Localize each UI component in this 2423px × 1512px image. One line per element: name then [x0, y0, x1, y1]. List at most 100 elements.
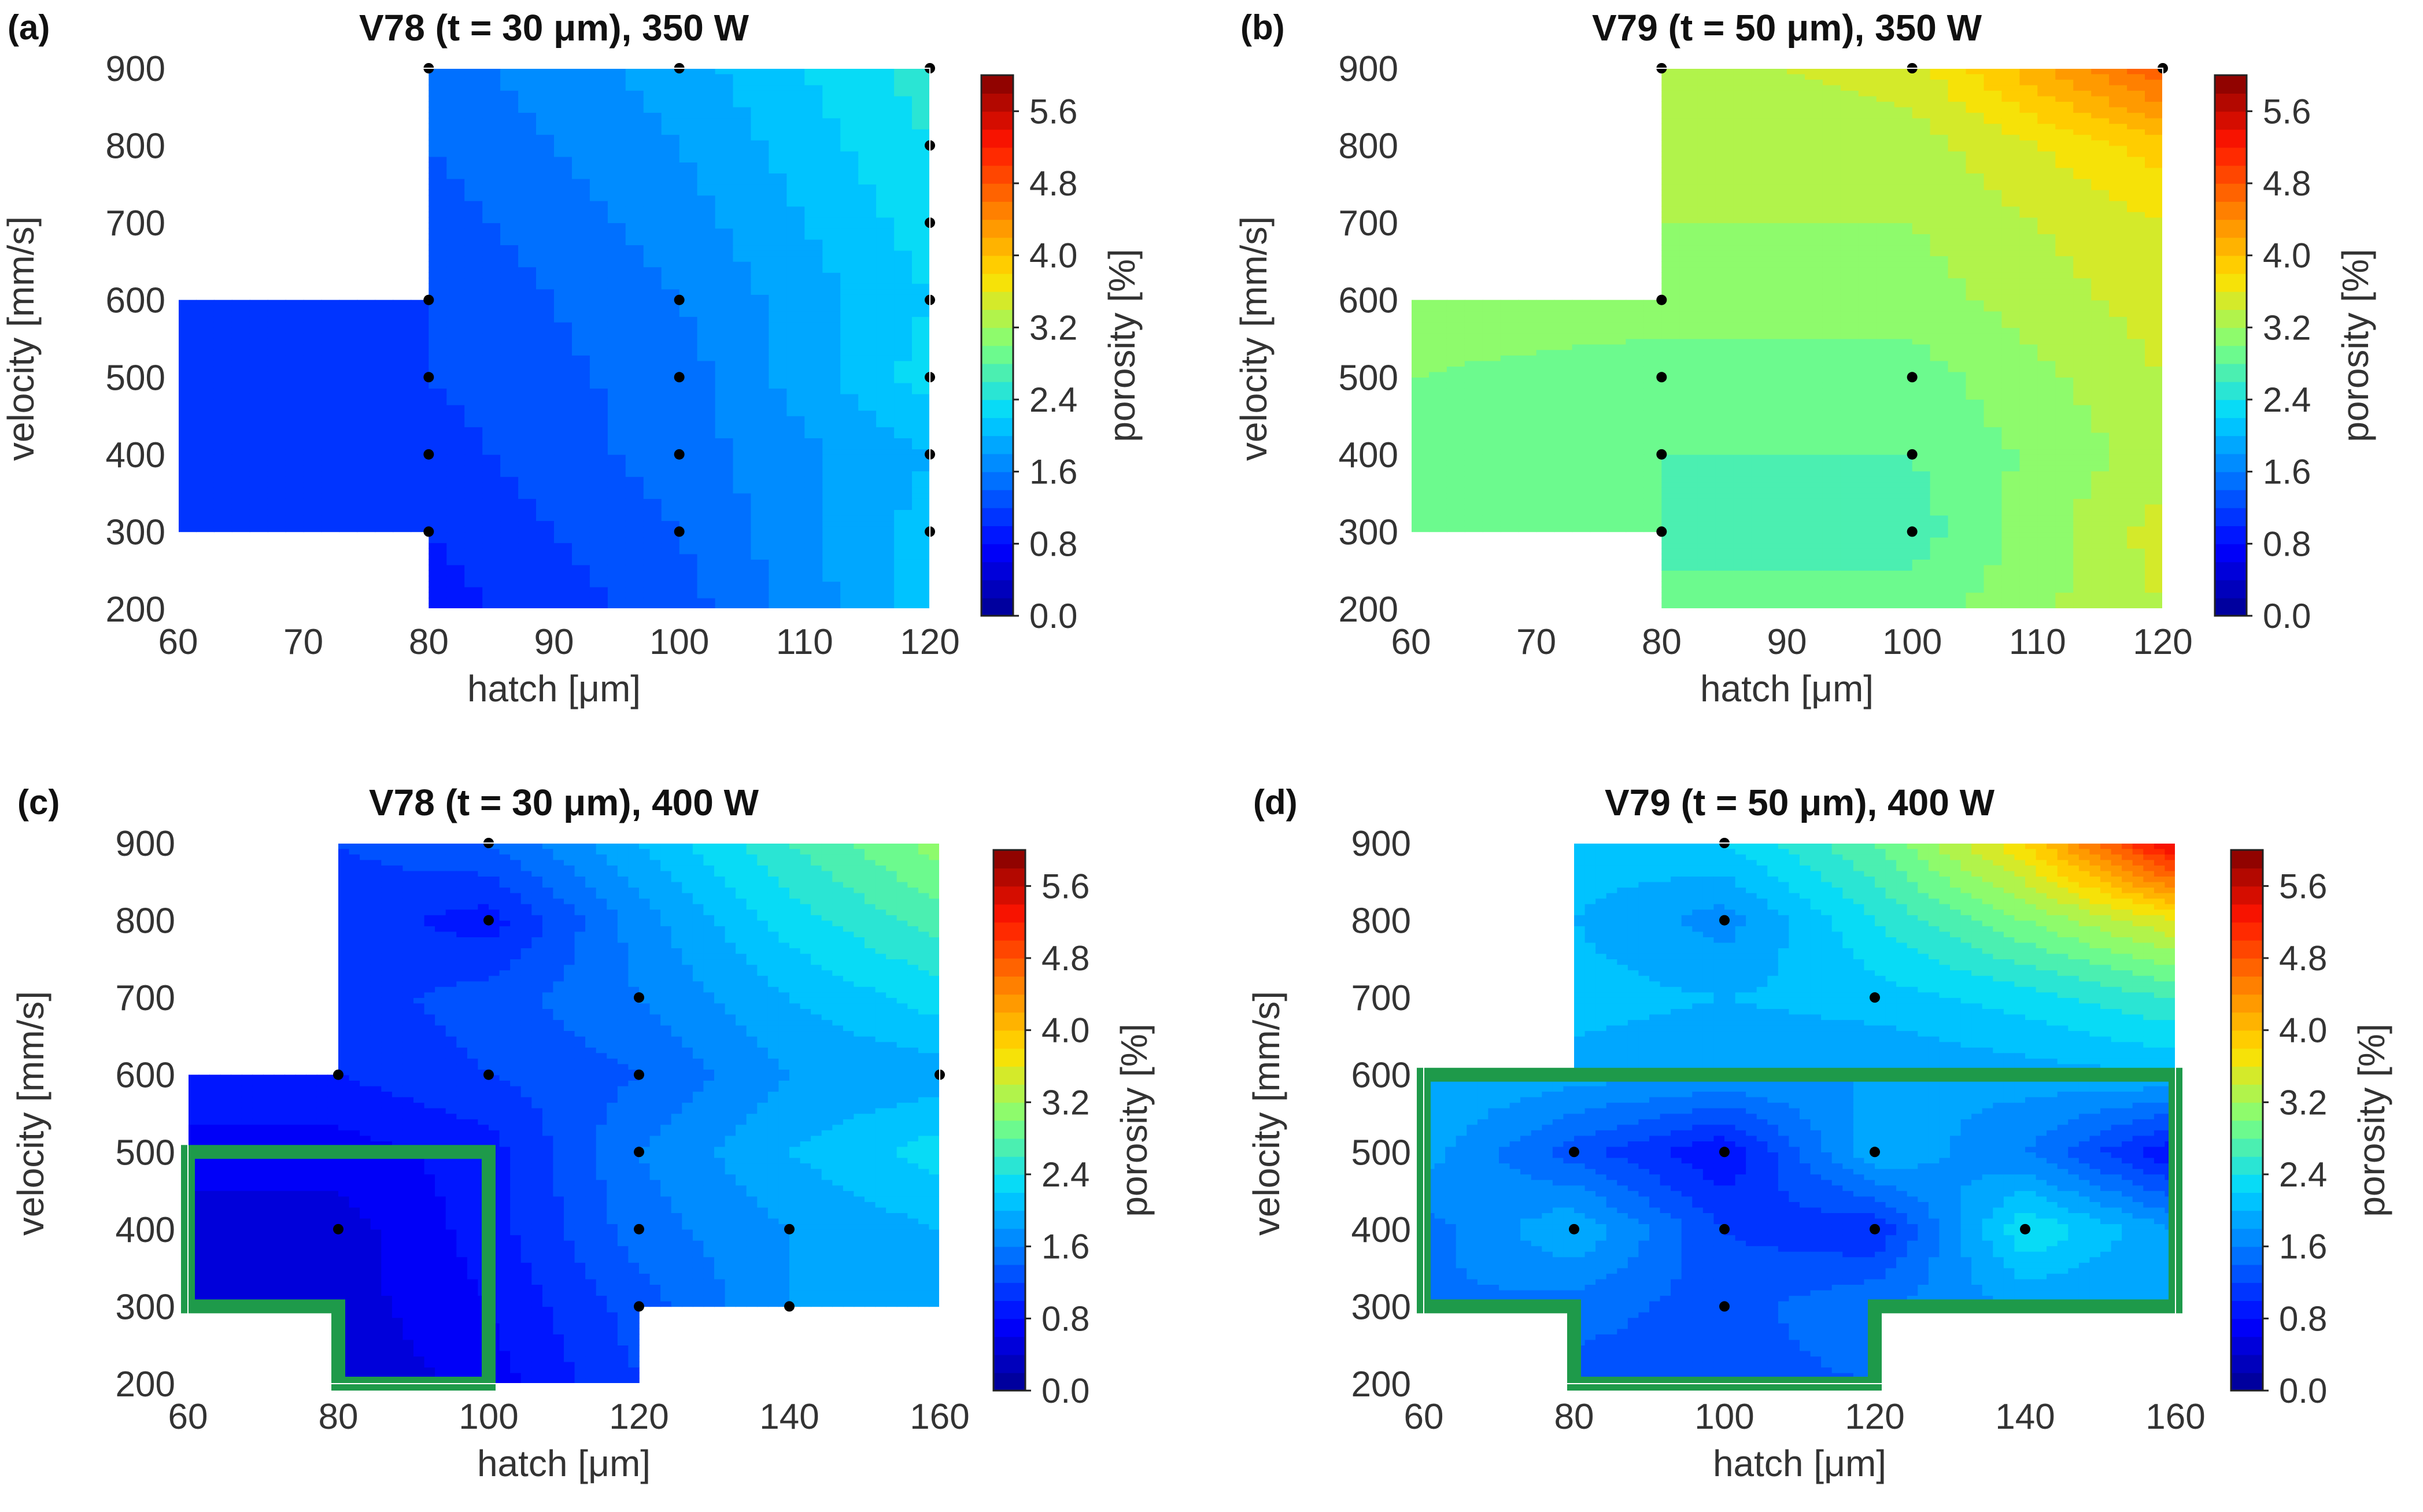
heatmap-cell — [590, 471, 608, 477]
heatmap-cell — [1697, 388, 1716, 394]
heatmap-cell — [715, 239, 734, 245]
heatmap-cell — [322, 350, 340, 356]
heatmap-cell — [644, 394, 662, 400]
heatmap-cell — [822, 487, 841, 493]
heatmap-cell — [608, 587, 626, 593]
heatmap-cell — [822, 493, 841, 499]
heatmap-cell — [536, 427, 555, 432]
heatmap-cell — [751, 272, 770, 278]
heatmap-cell — [339, 422, 358, 427]
heatmap-cell — [822, 90, 841, 96]
heatmap-cell — [1679, 592, 1698, 598]
heatmap-cell — [1894, 498, 1913, 504]
heatmap-cell — [626, 261, 644, 267]
heatmap-cell — [429, 85, 447, 91]
heatmap-cell — [786, 443, 805, 449]
heatmap-cell — [1859, 504, 1877, 510]
heatmap-cell — [232, 311, 250, 317]
heatmap-cell — [196, 432, 215, 438]
heatmap-cell — [858, 471, 877, 477]
heatmap-cell — [375, 344, 394, 350]
heatmap-cell — [572, 388, 590, 394]
heatmap-cell — [1912, 587, 1931, 593]
heatmap-cell — [411, 305, 429, 311]
heatmap-cell — [804, 581, 823, 587]
heatmap-cell — [2001, 581, 2020, 587]
heatmap-cell — [250, 383, 268, 389]
heatmap-cell — [822, 289, 841, 295]
heatmap-cell — [715, 173, 734, 179]
heatmap-cell — [1483, 471, 1501, 477]
heatmap-cell — [626, 190, 644, 195]
heatmap-cell — [554, 581, 572, 587]
heatmap-cell — [446, 411, 465, 416]
heatmap-cell — [1805, 598, 1823, 604]
heatmap-cell — [804, 482, 823, 488]
heatmap-cell — [2109, 383, 2127, 389]
colorbar-tick-label: 3.2 — [1029, 308, 1077, 347]
heatmap-cell — [644, 487, 662, 493]
measured-point — [423, 526, 434, 537]
heatmap-cell — [554, 476, 572, 482]
heatmap-cell — [429, 107, 447, 113]
heatmap-cell — [1877, 520, 1895, 526]
heatmap-cell — [304, 305, 322, 311]
heatmap-cell — [679, 487, 698, 493]
heatmap-cell — [2109, 388, 2127, 394]
heatmap-cell — [679, 399, 698, 405]
heatmap-cell — [590, 212, 608, 217]
heatmap-cell — [786, 388, 805, 394]
heatmap-cell — [1769, 476, 1787, 482]
heatmap-cell — [733, 476, 752, 482]
heatmap-cell — [1501, 438, 1519, 443]
heatmap-cell — [715, 581, 734, 587]
heatmap-cell — [2037, 515, 2056, 521]
heatmap-cell — [2091, 443, 2110, 449]
heatmap-cell — [733, 432, 752, 438]
heatmap-cell — [679, 432, 698, 438]
heatmap-cell — [1930, 383, 1949, 389]
heatmap-cell — [339, 366, 358, 372]
heatmap-cell — [679, 135, 698, 141]
heatmap-cell — [876, 223, 895, 228]
heatmap-cell — [662, 344, 680, 350]
heatmap-cell — [662, 422, 680, 427]
heatmap-cell — [1912, 598, 1931, 604]
heatmap-cell — [1769, 548, 1787, 554]
heatmap-cell — [858, 388, 877, 394]
heatmap-cell — [751, 581, 770, 587]
heatmap-cell — [626, 228, 644, 234]
heatmap-cell — [644, 278, 662, 284]
heatmap-cell — [1751, 383, 1770, 389]
heatmap-cell — [411, 515, 429, 521]
heatmap-cell — [2091, 377, 2110, 383]
heatmap-cell — [1930, 592, 1949, 598]
heatmap-cell — [572, 487, 590, 493]
heatmap-cell — [500, 383, 519, 389]
heatmap-cell — [1805, 554, 1823, 560]
heatmap-cell — [1661, 570, 1680, 576]
heatmap-cell — [178, 498, 197, 504]
heatmap-cell — [357, 411, 376, 416]
heatmap-cell — [286, 372, 304, 378]
heatmap-cell — [1697, 377, 1716, 383]
heatmap-cell — [1769, 443, 1787, 449]
heatmap-cell — [464, 554, 483, 560]
heatmap-cell — [482, 107, 501, 113]
heatmap-cell — [679, 261, 698, 267]
heatmap-cell — [822, 460, 841, 465]
heatmap-cell — [1805, 482, 1823, 488]
heatmap-cell — [697, 570, 716, 576]
heatmap-cell — [178, 327, 197, 333]
heatmap-cell — [1823, 399, 1841, 405]
heatmap-cell — [196, 355, 215, 361]
heatmap-cell — [2019, 438, 2038, 443]
heatmap-cell — [876, 411, 895, 416]
heatmap-cell — [697, 96, 716, 102]
heatmap-cell — [1805, 405, 1823, 411]
heatmap-cell — [822, 79, 841, 85]
heatmap-cell — [858, 454, 877, 460]
heatmap-cell — [393, 405, 411, 411]
heatmap-cell — [679, 85, 698, 91]
